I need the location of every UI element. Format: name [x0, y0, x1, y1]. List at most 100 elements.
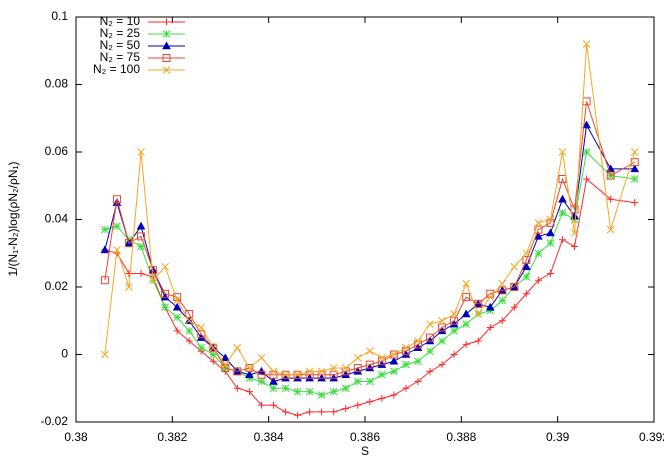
marker: [583, 175, 591, 183]
marker: [257, 354, 266, 362]
marker: [100, 276, 109, 285]
marker: [173, 296, 182, 305]
marker: [282, 408, 290, 416]
marker: [245, 364, 254, 372]
series-line: [104, 123, 635, 383]
marker: [341, 384, 350, 393]
marker: [366, 398, 374, 406]
marker: [365, 377, 374, 386]
marker: [137, 148, 145, 156]
marker: [185, 316, 194, 325]
series: [100, 97, 639, 379]
marker: [245, 388, 253, 396]
marker: [269, 401, 277, 409]
marker: [462, 340, 470, 348]
marker: [582, 120, 591, 129]
marker: [161, 262, 169, 271]
x-tick-label: 0.38: [64, 430, 88, 444]
marker: [329, 364, 338, 372]
marker: [426, 367, 434, 375]
x-tick-label: 0.392: [639, 430, 664, 444]
marker: [317, 391, 326, 399]
marker: [353, 354, 362, 362]
legend-label: N₂ = 75: [100, 50, 141, 64]
marker: [163, 18, 170, 26]
marker: [113, 222, 121, 231]
marker: [522, 290, 530, 298]
marker: [631, 199, 639, 207]
marker: [221, 360, 230, 369]
y-tick-label: 0.08: [45, 77, 69, 91]
marker: [113, 246, 121, 254]
marker: [173, 327, 181, 335]
marker: [498, 296, 507, 305]
marker: [402, 384, 410, 392]
marker: [317, 367, 326, 376]
marker: [414, 378, 422, 385]
marker: [329, 370, 338, 379]
marker: [137, 270, 145, 277]
marker: [426, 347, 434, 355]
x-axis-label: S: [361, 444, 369, 458]
marker: [149, 276, 157, 285]
marker: [378, 394, 386, 402]
marker: [606, 171, 615, 180]
marker: [293, 370, 302, 379]
marker: [149, 266, 158, 275]
marker: [257, 377, 266, 386]
marker: [546, 239, 555, 247]
marker: [209, 357, 217, 365]
marker: [402, 360, 410, 369]
marker: [534, 276, 542, 284]
marker: [522, 262, 531, 271]
marker: [101, 225, 109, 234]
marker: [220, 353, 230, 362]
marker: [293, 370, 302, 379]
marker: [341, 367, 350, 376]
marker: [486, 324, 494, 331]
marker: [558, 194, 567, 203]
marker: [305, 387, 314, 396]
marker: [498, 279, 507, 288]
series-line: [104, 150, 635, 396]
marker: [209, 350, 218, 359]
marker: [365, 360, 374, 369]
marker: [486, 293, 495, 301]
legend-label: N₂ = 10: [100, 14, 141, 28]
marker: [413, 340, 422, 349]
marker: [486, 289, 495, 298]
marker: [558, 175, 567, 183]
marker: [630, 175, 639, 183]
marker: [390, 350, 398, 359]
marker: [462, 293, 471, 302]
marker: [570, 215, 579, 224]
plot-frame: [75, 16, 655, 423]
marker: [450, 310, 458, 318]
marker: [485, 302, 495, 311]
marker: [571, 243, 579, 250]
legend-label: N₂ = 100: [93, 62, 140, 76]
marker: [570, 211, 579, 220]
marker: [462, 279, 471, 288]
marker: [162, 54, 171, 62]
y-tick-label: 0: [61, 347, 68, 361]
marker: [354, 401, 362, 409]
marker: [197, 343, 206, 352]
series-line: [104, 101, 635, 376]
marker: [546, 218, 555, 227]
marker: [558, 208, 567, 217]
marker: [378, 354, 386, 362]
marker: [281, 384, 290, 393]
marker: [426, 320, 434, 328]
marker: [630, 164, 640, 173]
y-tick-label: 0.06: [45, 144, 69, 158]
marker: [269, 376, 278, 385]
marker: [390, 391, 398, 399]
marker: [100, 245, 110, 254]
marker: [570, 229, 579, 237]
marker: [137, 232, 146, 241]
marker: [498, 317, 506, 325]
marker: [510, 262, 519, 271]
marker: [582, 148, 591, 156]
